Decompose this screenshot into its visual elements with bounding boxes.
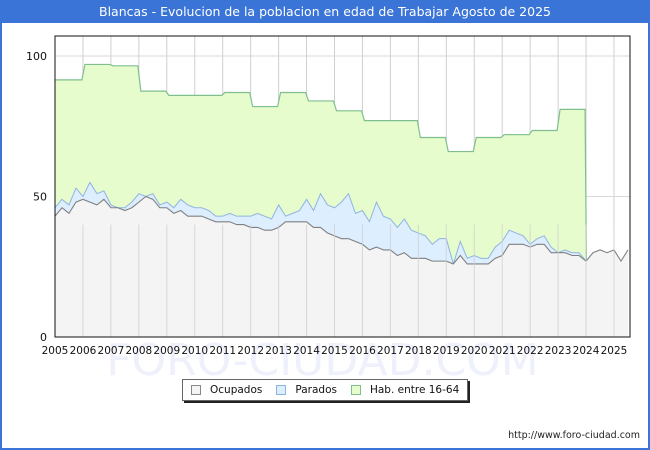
x-tick-label: 2010	[181, 345, 208, 357]
y-tick-label: 100	[26, 50, 47, 63]
x-tick-label: 2017	[377, 345, 404, 357]
x-tick-label: 2016	[349, 345, 376, 357]
source-url[interactable]: http://www.foro-ciudad.com	[508, 430, 640, 441]
legend-label-hab: Hab. entre 16-64	[369, 384, 460, 396]
x-tick-label: 2021	[489, 345, 516, 357]
x-tick-label: 2015	[321, 345, 348, 357]
legend-item-parados: Parados	[276, 384, 337, 396]
legend-item-ocupados: Ocupados	[191, 384, 262, 396]
x-tick-label: 2022	[517, 345, 544, 357]
x-tick-label: 2007	[98, 345, 125, 357]
x-tick-label: 2020	[461, 345, 488, 357]
x-tick-label: 2006	[70, 345, 97, 357]
legend-swatch-parados	[276, 385, 287, 395]
area-ocupados	[55, 196, 628, 337]
chart-legend: Ocupados Parados Hab. entre 16-64	[182, 379, 468, 401]
x-tick-label: 2008	[125, 345, 152, 357]
legend-item-hab: Hab. entre 16-64	[350, 384, 460, 396]
x-tick-label: 2014	[293, 345, 320, 357]
y-tick-label: 0	[40, 331, 47, 344]
plot-frame	[54, 35, 631, 338]
x-tick-label: 2009	[153, 345, 180, 357]
watermark: FORO-CIUDAD.COM	[106, 335, 539, 386]
x-tick-label: 2011	[209, 345, 236, 357]
legend-label-ocupados: Ocupados	[210, 384, 263, 396]
x-tick-label: 2023	[545, 345, 572, 357]
x-tick-label: 2024	[573, 345, 600, 357]
x-tick-label: 2018	[405, 345, 432, 357]
x-tick-label: 2019	[433, 345, 460, 357]
line-parados	[54, 181, 587, 266]
chart-svg: FORO-CIUDAD.COM 0 50 100 2005 2006 2007 2008 200…	[26, 35, 631, 386]
legend-label-parados: Parados	[295, 384, 337, 396]
chart-canvas: FORO-CIUDAD.COM 0 50 100 2005 2006 2007 2008 200…	[2, 23, 648, 448]
y-tick-label: 50	[33, 191, 47, 204]
x-tick-label: 2025	[601, 345, 628, 357]
chart-title: Blancas - Evolucion de la poblacion en e…	[0, 0, 650, 23]
x-tick-label: 2013	[265, 345, 292, 357]
x-tick-label: 2012	[237, 345, 264, 357]
legend-swatch-ocupados	[191, 385, 201, 395]
line-hab	[55, 63, 588, 338]
legend-swatch-hab	[350, 385, 361, 395]
line-ocupados	[54, 195, 629, 265]
x-tick-label: 2005	[42, 345, 69, 357]
